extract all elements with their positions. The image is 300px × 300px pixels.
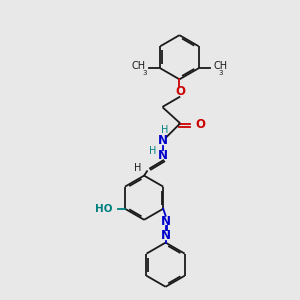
Text: N: N bbox=[158, 148, 168, 161]
Text: H: H bbox=[134, 163, 142, 173]
Text: N: N bbox=[158, 134, 168, 147]
Text: O: O bbox=[175, 85, 185, 98]
Text: H: H bbox=[161, 125, 169, 135]
Text: O: O bbox=[196, 118, 206, 130]
Text: 3: 3 bbox=[142, 70, 146, 76]
Text: CH: CH bbox=[213, 61, 227, 71]
Text: N: N bbox=[160, 214, 171, 228]
Text: HO: HO bbox=[95, 204, 112, 214]
Text: H: H bbox=[149, 146, 157, 156]
Text: CH: CH bbox=[131, 61, 146, 71]
Text: N: N bbox=[160, 229, 171, 242]
Text: 3: 3 bbox=[219, 70, 223, 76]
